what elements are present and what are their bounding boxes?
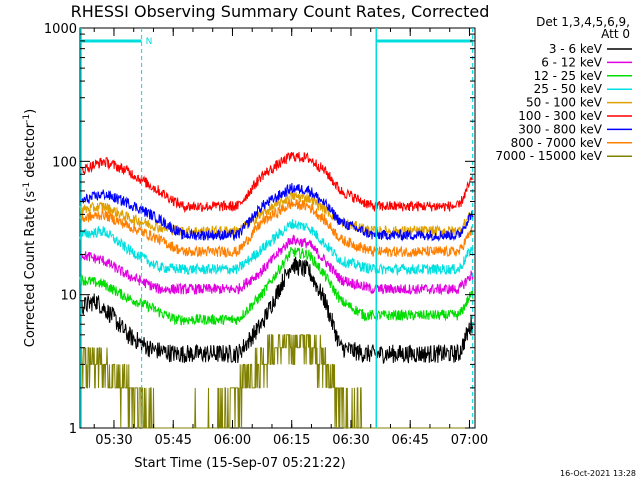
series-group [79,151,474,429]
legend-entry-label: 50 - 100 keV [526,96,603,110]
series-line [79,256,474,365]
legend-entry-label: 25 - 50 keV [534,82,603,96]
chart-title: RHESSI Observing Summary Count Rates, Co… [71,2,490,21]
legend-header-line-2: Att 0 [601,27,630,41]
y-axis-label-mid: detector [23,122,38,182]
legend-entry-label: 100 - 300 keV [518,109,602,123]
x-tick-label: 06:15 [273,433,310,448]
x-tick-label: 05:45 [154,433,191,448]
marker-group: N [80,28,474,428]
legend-entry-label: 6 - 12 keV [541,55,603,69]
series-line [79,151,474,213]
y-axis-label-main: Corrected Count Rate (s [23,191,38,348]
y-tick-label: 100 [52,155,77,170]
legend-entry-label: 7000 - 15000 keV [495,149,602,163]
y-tick-label: 1 [69,422,77,437]
series-line [79,199,474,259]
series-line [79,219,474,276]
timestamp: 16-Oct-2021 13:28 [560,469,636,478]
y-axis-label-sup2: -1 [22,114,32,123]
x-tick-label: 06:45 [391,433,428,448]
x-tick-label: 05:30 [95,433,132,448]
series-line [79,246,474,326]
legend-entry-label: 12 - 25 keV [534,69,603,83]
plot-area: N [79,27,476,429]
y-axis-ticks: 1 10 100 1000 [44,22,475,437]
legend-entry-label: 300 - 800 keV [518,122,602,136]
legend-header-line-1: Det 1,3,4,5,6,9, [536,15,630,29]
x-axis-ticks: 05:30 05:45 06:00 06:15 06:30 06:45 07:00 [93,28,488,448]
y-tick-label: 10 [60,289,77,304]
series-line [80,334,473,429]
y-tick-label: 1000 [44,22,77,37]
x-axis-label: Start Time (15-Sep-07 05:21:22) [134,456,345,471]
legend-entry-label: 3 - 6 keV [549,42,603,56]
plot-frame [79,27,476,429]
legend-entry-label: 800 - 7000 keV [511,136,603,150]
x-tick-label: 06:00 [214,433,251,448]
y-axis-label: Corrected Count Rate (s-1 detector-1) [22,109,38,347]
night-label: N [146,37,153,47]
y-axis-label-sup1: -1 [22,182,32,191]
series-line [79,182,474,242]
series-line [79,234,474,296]
x-tick-label: 07:00 [451,433,488,448]
y-axis-label-end: ) [23,109,38,114]
x-tick-label: 06:30 [332,433,369,448]
